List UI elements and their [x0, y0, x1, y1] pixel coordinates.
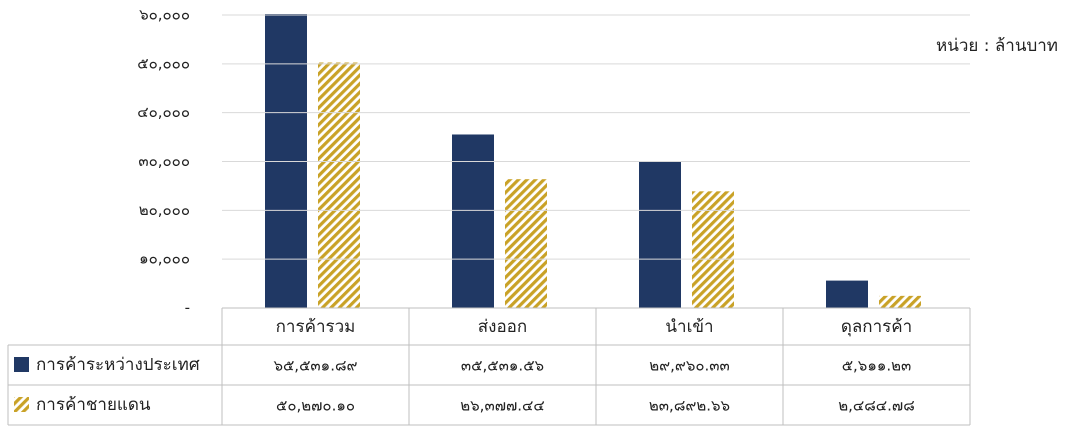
table-value: ๒๓,๘๙๒.๖๖ [649, 397, 730, 415]
bar [505, 179, 547, 308]
table-value: ๕๐,๒๗๐.๑๐ [276, 397, 355, 415]
y-tick-label: ๑๐,๐๐๐ [139, 250, 190, 268]
table-value: ๒,๔๘๔.๗๘ [838, 397, 915, 415]
x-category-label: ส่งออก [478, 317, 527, 337]
y-tick-label: - [185, 299, 190, 317]
legend-label: การค้าระหว่างประเทศ [36, 355, 200, 375]
table-value: ๕,๖๑๑.๒๓ [842, 357, 912, 375]
data-table-lines [7, 308, 971, 426]
unit-note: หน่วย : ล้านบาท [936, 36, 1058, 56]
table-value: ๖๕,๕๓๑.๘๙ [273, 357, 357, 375]
bar [692, 191, 734, 308]
bar [265, 14, 307, 308]
table-value: ๒๖,๓๗๗.๔๔ [460, 397, 544, 415]
legend-swatch [14, 357, 29, 372]
plot-area [265, 14, 921, 308]
bar [826, 280, 868, 308]
y-tick-label: ๖๐,๐๐๐ [139, 6, 190, 24]
y-tick-label: ๒๐,๐๐๐ [139, 201, 190, 219]
x-category-label: ดุลการค้า [841, 317, 912, 337]
table-value: ๓๕,๕๓๑.๕๖ [461, 357, 544, 375]
bar [879, 295, 921, 308]
bar [639, 161, 681, 308]
x-category-label: การค้ารวม [276, 317, 356, 337]
legend-label: การค้าชายแดน [36, 395, 151, 415]
table-value: ๒๙,๙๖๐.๓๓ [649, 357, 730, 375]
bar [318, 62, 360, 308]
y-tick-label: ๓๐,๐๐๐ [138, 152, 190, 170]
y-tick-label: ๕๐,๐๐๐ [137, 54, 190, 72]
x-category-label: นำเข้า [665, 317, 713, 337]
bar [452, 134, 494, 308]
y-tick-label: ๔๐,๐๐๐ [137, 103, 190, 121]
legend-swatch [14, 397, 29, 412]
